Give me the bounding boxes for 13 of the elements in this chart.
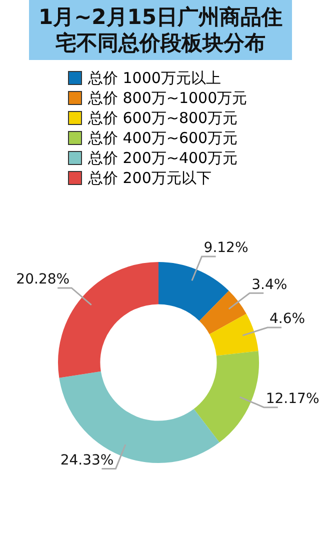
legend-label: 总价 200万元以下 [88, 168, 212, 188]
data-label: 9.12% [204, 240, 248, 256]
legend-label: 总价 1000万元以上 [88, 68, 221, 88]
legend-label: 总价 800万~1000万元 [88, 88, 248, 108]
legend-label: 总价 600万~800万元 [88, 108, 238, 128]
legend-label: 总价 400万~600万元 [88, 128, 238, 148]
legend-label: 总价 200万~400万元 [88, 148, 238, 168]
data-label: 4.6% [270, 311, 306, 328]
chart-title: 1月~2月15日广州商品住宅不同总价段板块分布 [29, 0, 292, 60]
data-label: 24.33% [60, 452, 114, 468]
data-label: 20.28% [16, 272, 70, 288]
data-label: 3.4% [252, 276, 288, 293]
data-label: 12.17% [266, 390, 320, 407]
